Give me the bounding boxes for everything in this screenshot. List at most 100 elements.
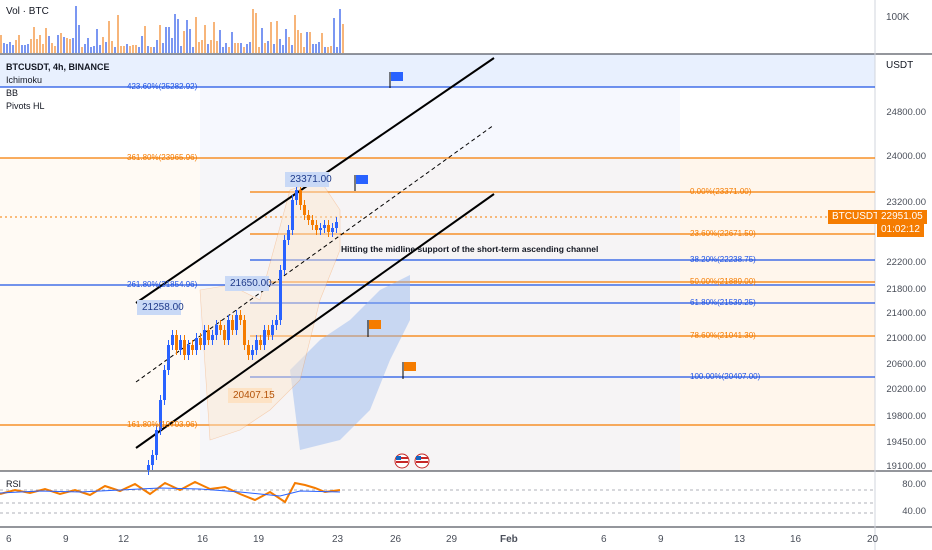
volume-bar xyxy=(75,6,77,53)
volume-bar xyxy=(324,47,326,53)
flag-icon-blue-top[interactable] xyxy=(389,72,403,88)
volume-bar xyxy=(153,47,155,53)
volume-bar xyxy=(315,44,317,53)
channel-annotation[interactable]: Hitting the midline support of the short… xyxy=(341,244,599,254)
indicator-bb[interactable]: BB xyxy=(6,88,19,98)
volume-label: Vol · BTC xyxy=(6,6,49,17)
volume-bar xyxy=(150,47,152,53)
candle-body xyxy=(283,240,286,270)
indicator-pivots[interactable]: Pivots HL xyxy=(6,101,45,111)
candle-body xyxy=(183,340,186,355)
candle-body xyxy=(331,228,334,232)
candlesticks xyxy=(147,185,338,475)
volume-bar xyxy=(132,45,134,53)
candle-body xyxy=(247,345,250,355)
volume-bar xyxy=(138,47,140,53)
fib-label: 361.80%(23965.96) xyxy=(127,153,198,162)
x-axis-label: 19 xyxy=(253,534,265,545)
volume-bar xyxy=(42,44,44,53)
volume-bar xyxy=(90,47,92,53)
volume-bar xyxy=(240,43,242,53)
symbol-title[interactable]: BTCUSDT, 4h, BINANCE xyxy=(6,62,110,72)
volume-bar xyxy=(168,27,170,53)
price-axis-label: 19450.00 xyxy=(886,437,926,448)
volume-bar xyxy=(342,24,344,53)
volume-bar xyxy=(84,44,86,53)
volume-bar xyxy=(267,41,269,53)
candle-body xyxy=(251,350,254,355)
volume-bar xyxy=(297,30,299,53)
price-axis-label: 21400.00 xyxy=(886,308,926,319)
volume-bar xyxy=(48,36,50,53)
flag-icon-orange[interactable] xyxy=(367,320,381,337)
fib-label: 38.20%(22238.75) xyxy=(690,255,756,264)
rsi-line xyxy=(0,480,341,504)
volume-bar xyxy=(192,47,194,53)
candle-body xyxy=(267,330,270,335)
rsi-label[interactable]: RSI xyxy=(6,479,22,489)
volume-bar xyxy=(111,41,113,53)
volume-bar xyxy=(258,47,260,53)
fib-label: 78.60%(21041.30) xyxy=(690,331,756,340)
candle-body xyxy=(299,190,302,205)
candle-body xyxy=(147,465,150,470)
candle-body xyxy=(279,270,282,320)
volume-bar xyxy=(198,42,200,53)
volume-bar xyxy=(63,37,65,53)
volume-bar xyxy=(213,22,215,53)
price-axis-label: 23200.00 xyxy=(886,197,926,208)
volume-bar xyxy=(300,33,302,53)
volume-bar xyxy=(174,14,176,53)
candle-body xyxy=(203,330,206,345)
pivot-high-label: 21650.00 xyxy=(230,278,272,289)
us-event-icon[interactable] xyxy=(414,453,430,469)
volume-bar xyxy=(102,37,104,53)
volume-bar xyxy=(108,21,110,53)
fib-label: 61.80%(21539.25) xyxy=(690,298,756,307)
volume-bar xyxy=(225,43,227,53)
volume-bar xyxy=(249,42,251,53)
volume-bar xyxy=(204,25,206,53)
volume-bar xyxy=(30,39,32,53)
volume-bar xyxy=(117,15,119,53)
volume-bar xyxy=(276,21,278,53)
volume-bar xyxy=(60,33,62,53)
volume-bar xyxy=(339,9,341,53)
candle-body xyxy=(319,228,322,230)
price-axis-label: 21000.00 xyxy=(886,333,926,344)
candle-body xyxy=(215,325,218,335)
countdown-tag: 01:02:12 xyxy=(877,223,924,237)
flag-icon-blue[interactable] xyxy=(354,175,368,191)
volume-bars xyxy=(0,6,344,53)
bollinger-bands xyxy=(199,179,341,441)
volume-bar xyxy=(312,44,314,53)
volume-bar xyxy=(330,46,332,53)
volume-bar xyxy=(135,45,137,53)
x-axis-label: 6 xyxy=(6,534,12,545)
volume-bar xyxy=(0,35,2,53)
candle-body xyxy=(195,338,198,350)
volume-bar xyxy=(27,44,29,53)
current-price-tag: 22951.05 xyxy=(877,210,927,224)
candle-body xyxy=(199,338,202,345)
channel-lower-line xyxy=(135,193,495,449)
candle-body xyxy=(171,335,174,345)
pivot-low-box xyxy=(228,388,272,403)
price-axis-label: 19100.00 xyxy=(886,461,926,472)
flag-icon-orange-low[interactable] xyxy=(402,362,416,379)
pivot-low-label: 20407.15 xyxy=(233,390,275,401)
volume-bar xyxy=(144,26,146,53)
us-event-icon[interactable] xyxy=(394,453,410,469)
candle-body xyxy=(235,315,238,330)
candle-body xyxy=(295,190,298,200)
volume-bar xyxy=(69,39,71,53)
candle-body xyxy=(327,225,330,232)
volume-bar xyxy=(183,31,185,53)
volume-bar xyxy=(186,20,188,53)
volume-scale: 100K xyxy=(886,12,910,23)
price-axis-label: 21800.00 xyxy=(886,284,926,295)
candle-body xyxy=(155,430,158,455)
fib-label: 423.60%(25282.92) xyxy=(127,82,198,91)
indicator-ichimoku[interactable]: Ichimoku xyxy=(6,75,43,85)
